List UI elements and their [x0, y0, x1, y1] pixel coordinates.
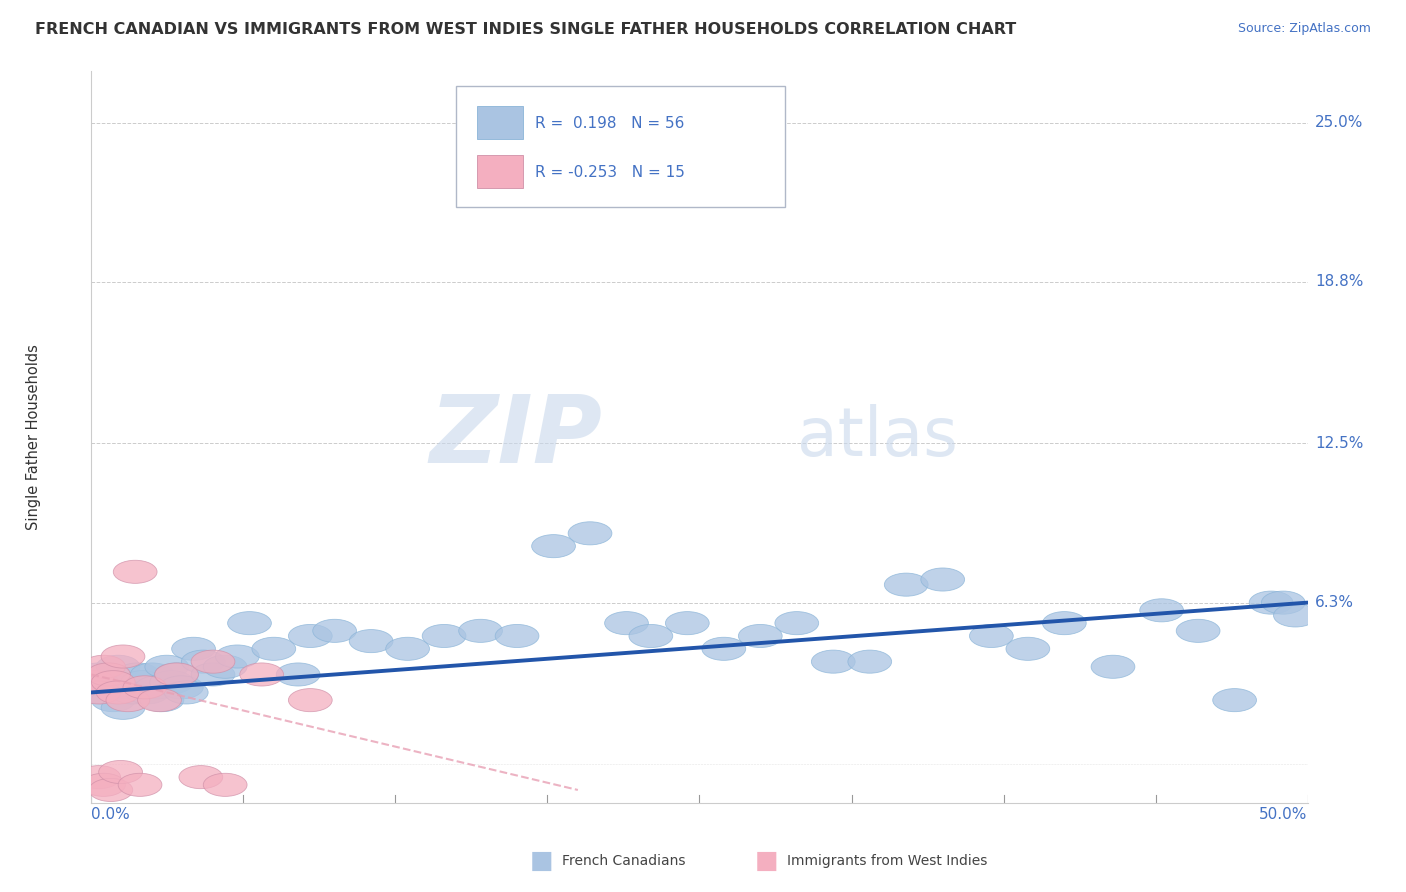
Ellipse shape	[1091, 656, 1135, 678]
Ellipse shape	[191, 663, 235, 686]
Ellipse shape	[204, 656, 247, 678]
FancyBboxPatch shape	[456, 86, 785, 207]
Ellipse shape	[89, 779, 132, 802]
Ellipse shape	[568, 522, 612, 545]
Ellipse shape	[87, 663, 131, 686]
Ellipse shape	[1249, 591, 1294, 615]
Text: ZIP: ZIP	[429, 391, 602, 483]
Ellipse shape	[884, 573, 928, 596]
Ellipse shape	[115, 663, 159, 686]
Ellipse shape	[125, 681, 169, 704]
Ellipse shape	[1213, 689, 1257, 712]
Text: 6.3%: 6.3%	[1315, 595, 1354, 610]
Ellipse shape	[458, 619, 502, 642]
Ellipse shape	[77, 681, 121, 704]
Ellipse shape	[252, 637, 295, 660]
Ellipse shape	[105, 689, 150, 712]
Ellipse shape	[531, 534, 575, 558]
Ellipse shape	[204, 773, 247, 797]
Ellipse shape	[288, 689, 332, 712]
Text: FRENCH CANADIAN VS IMMIGRANTS FROM WEST INDIES SINGLE FATHER HOUSEHOLDS CORRELAT: FRENCH CANADIAN VS IMMIGRANTS FROM WEST …	[35, 22, 1017, 37]
Ellipse shape	[122, 676, 167, 698]
Ellipse shape	[181, 650, 225, 673]
Text: French Canadians: French Canadians	[562, 854, 686, 868]
Ellipse shape	[82, 656, 125, 678]
Ellipse shape	[288, 624, 332, 648]
Ellipse shape	[1005, 637, 1050, 660]
Ellipse shape	[1042, 612, 1087, 635]
Ellipse shape	[628, 624, 672, 648]
Text: 25.0%: 25.0%	[1315, 115, 1364, 130]
Ellipse shape	[312, 619, 357, 642]
Text: 50.0%: 50.0%	[1260, 806, 1308, 822]
Ellipse shape	[131, 663, 174, 686]
Ellipse shape	[141, 689, 184, 712]
Ellipse shape	[105, 676, 150, 698]
Ellipse shape	[240, 663, 284, 686]
Text: R =  0.198   N = 56: R = 0.198 N = 56	[536, 116, 685, 131]
FancyBboxPatch shape	[477, 106, 523, 139]
Text: R = -0.253   N = 15: R = -0.253 N = 15	[536, 165, 685, 180]
Ellipse shape	[702, 637, 745, 660]
Ellipse shape	[72, 671, 115, 694]
Ellipse shape	[970, 624, 1014, 648]
Ellipse shape	[1140, 599, 1184, 622]
Ellipse shape	[82, 773, 125, 797]
Ellipse shape	[82, 681, 125, 704]
Text: Single Father Households: Single Father Households	[25, 344, 41, 530]
Ellipse shape	[1261, 591, 1305, 615]
Ellipse shape	[111, 681, 155, 704]
FancyBboxPatch shape	[477, 155, 523, 188]
Ellipse shape	[91, 689, 135, 712]
Text: ■: ■	[755, 849, 778, 872]
Ellipse shape	[385, 637, 429, 660]
Ellipse shape	[921, 568, 965, 591]
Ellipse shape	[155, 663, 198, 686]
Ellipse shape	[172, 637, 215, 660]
Ellipse shape	[165, 681, 208, 704]
Ellipse shape	[191, 650, 235, 673]
Ellipse shape	[91, 671, 135, 694]
Ellipse shape	[77, 765, 121, 789]
Ellipse shape	[775, 612, 818, 635]
Ellipse shape	[276, 663, 321, 686]
Text: 12.5%: 12.5%	[1315, 436, 1364, 451]
Ellipse shape	[349, 630, 394, 653]
Ellipse shape	[422, 624, 465, 648]
Ellipse shape	[159, 676, 204, 698]
Text: 0.0%: 0.0%	[91, 806, 131, 822]
Ellipse shape	[215, 645, 259, 668]
Ellipse shape	[179, 765, 222, 789]
Ellipse shape	[138, 689, 181, 712]
Ellipse shape	[605, 612, 648, 635]
Ellipse shape	[228, 612, 271, 635]
Text: 18.8%: 18.8%	[1315, 275, 1364, 289]
Ellipse shape	[145, 656, 188, 678]
Ellipse shape	[848, 650, 891, 673]
Ellipse shape	[495, 624, 538, 648]
Text: Immigrants from West Indies: Immigrants from West Indies	[787, 854, 988, 868]
Ellipse shape	[811, 650, 855, 673]
Ellipse shape	[101, 697, 145, 719]
Text: Source: ZipAtlas.com: Source: ZipAtlas.com	[1237, 22, 1371, 36]
Ellipse shape	[155, 663, 198, 686]
Ellipse shape	[665, 612, 709, 635]
Text: atlas: atlas	[797, 404, 957, 470]
Ellipse shape	[135, 676, 179, 698]
Ellipse shape	[101, 645, 145, 668]
Ellipse shape	[87, 671, 131, 694]
Ellipse shape	[96, 656, 141, 678]
Ellipse shape	[98, 761, 142, 783]
Ellipse shape	[77, 663, 121, 686]
Ellipse shape	[121, 671, 165, 694]
Ellipse shape	[118, 773, 162, 797]
Text: ■: ■	[530, 849, 553, 872]
Ellipse shape	[1177, 619, 1220, 642]
Ellipse shape	[114, 560, 157, 583]
Ellipse shape	[1274, 604, 1317, 627]
Ellipse shape	[150, 671, 194, 694]
Ellipse shape	[96, 681, 141, 704]
Ellipse shape	[738, 624, 782, 648]
